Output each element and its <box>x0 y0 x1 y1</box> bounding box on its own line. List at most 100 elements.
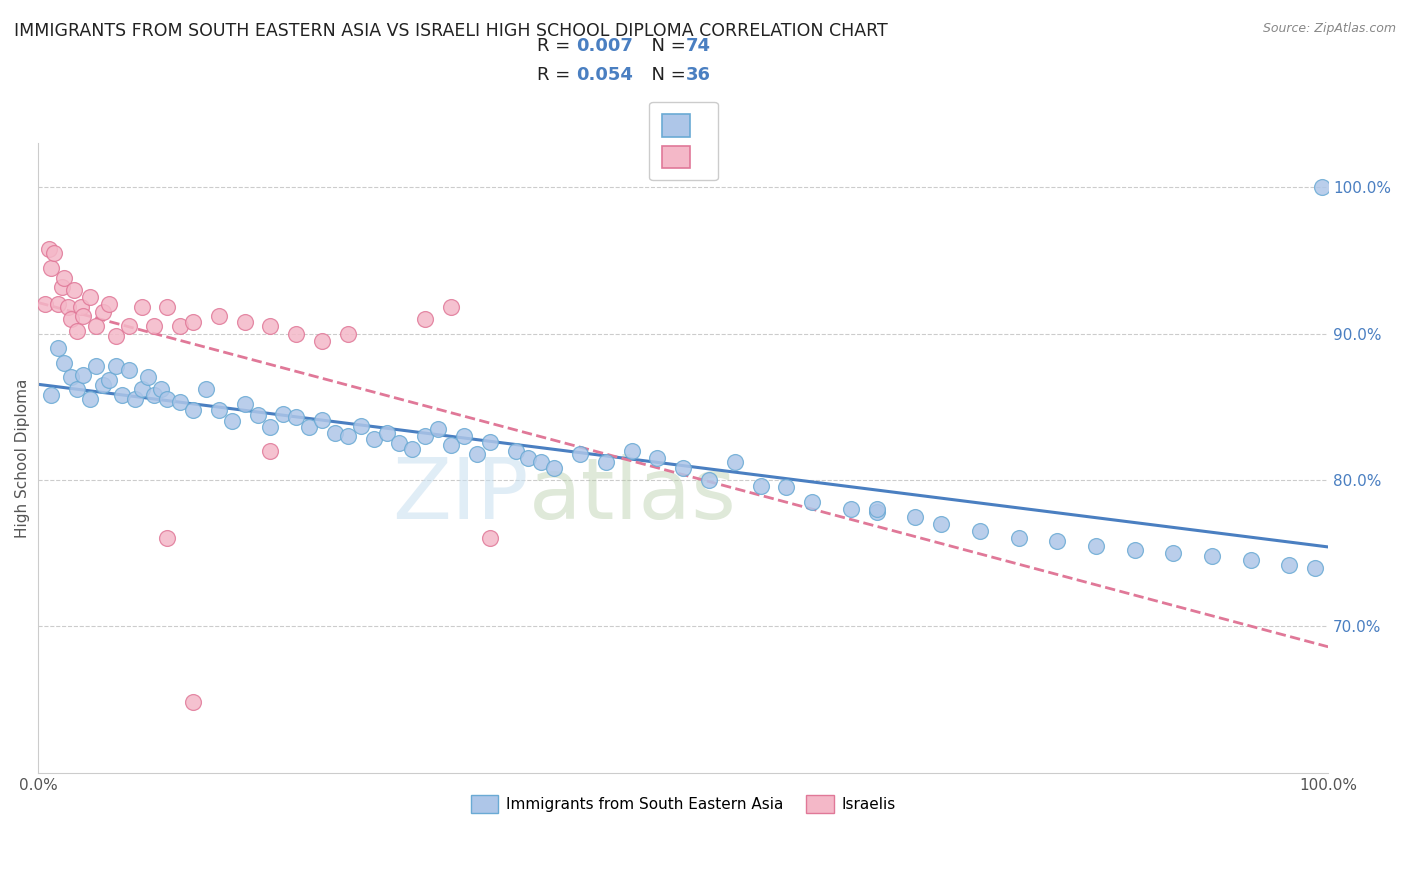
Point <box>363 432 385 446</box>
Point <box>839 502 862 516</box>
Point <box>259 443 281 458</box>
Point <box>98 297 121 311</box>
Point <box>375 426 398 441</box>
Point <box>79 290 101 304</box>
Point <box>647 450 669 465</box>
Point <box>413 311 436 326</box>
Point <box>111 388 134 402</box>
Point <box>904 509 927 524</box>
Point <box>46 297 69 311</box>
Y-axis label: High School Diploma: High School Diploma <box>15 378 30 538</box>
Point <box>70 300 93 314</box>
Point <box>323 426 346 441</box>
Point <box>749 479 772 493</box>
Point <box>298 420 321 434</box>
Text: R =: R = <box>537 66 576 84</box>
Point <box>124 392 146 407</box>
Point <box>53 271 76 285</box>
Point <box>208 402 231 417</box>
Point <box>195 382 218 396</box>
Point <box>1303 561 1326 575</box>
Point <box>427 422 450 436</box>
Point <box>56 300 79 314</box>
Point <box>233 397 256 411</box>
Point <box>42 246 65 260</box>
Point <box>530 455 553 469</box>
Point <box>465 446 488 460</box>
Point <box>543 461 565 475</box>
Point <box>285 409 308 424</box>
Point <box>453 429 475 443</box>
Point <box>104 359 127 373</box>
Point <box>63 283 86 297</box>
Point <box>208 309 231 323</box>
Point <box>131 382 153 396</box>
Point <box>866 502 889 516</box>
Point <box>143 319 166 334</box>
Point <box>117 319 139 334</box>
Point <box>181 696 204 710</box>
Point <box>86 359 108 373</box>
Point <box>505 443 527 458</box>
Point <box>259 420 281 434</box>
Point <box>156 392 179 407</box>
Point <box>1046 534 1069 549</box>
Point <box>1123 543 1146 558</box>
Point <box>350 418 373 433</box>
Point <box>1084 539 1107 553</box>
Point <box>866 505 889 519</box>
Text: 0.007: 0.007 <box>576 37 633 54</box>
Point <box>595 455 617 469</box>
Point <box>672 461 695 475</box>
Text: IMMIGRANTS FROM SOUTH EASTERN ASIA VS ISRAELI HIGH SCHOOL DIPLOMA CORRELATION CH: IMMIGRANTS FROM SOUTH EASTERN ASIA VS IS… <box>14 22 887 40</box>
Point <box>46 341 69 355</box>
Point <box>569 446 592 460</box>
Text: atlas: atlas <box>529 454 737 537</box>
Point <box>169 395 191 409</box>
Point <box>388 436 411 450</box>
Point <box>149 382 172 396</box>
Point <box>1240 553 1263 567</box>
Point <box>517 450 540 465</box>
Point <box>98 373 121 387</box>
Point <box>478 434 501 449</box>
Point <box>273 407 295 421</box>
Point <box>143 388 166 402</box>
Point <box>1007 532 1029 546</box>
Point <box>91 304 114 318</box>
Point <box>53 356 76 370</box>
Point <box>221 414 243 428</box>
Point <box>1163 546 1185 560</box>
Point <box>311 334 333 348</box>
Point <box>156 532 179 546</box>
Point <box>440 438 463 452</box>
Point <box>336 429 359 443</box>
Point <box>1310 180 1333 194</box>
Point <box>66 382 89 396</box>
Point <box>117 363 139 377</box>
Point <box>697 473 720 487</box>
Point <box>801 495 824 509</box>
Point <box>233 315 256 329</box>
Legend: Immigrants from South Eastern Asia, Israelis: Immigrants from South Eastern Asia, Isra… <box>465 789 901 819</box>
Point <box>259 319 281 334</box>
Point <box>51 279 73 293</box>
Text: 74: 74 <box>686 37 711 54</box>
Point <box>34 297 56 311</box>
Point <box>620 443 643 458</box>
Point <box>38 242 60 256</box>
Point <box>59 311 82 326</box>
Point <box>181 315 204 329</box>
Point <box>285 326 308 341</box>
Point <box>91 377 114 392</box>
Point <box>969 524 991 538</box>
Point <box>104 329 127 343</box>
Point <box>86 319 108 334</box>
Point <box>336 326 359 341</box>
Point <box>131 300 153 314</box>
Text: R =: R = <box>537 37 576 54</box>
Point <box>66 324 89 338</box>
Point <box>39 260 62 275</box>
Point <box>929 516 952 531</box>
Point <box>401 442 423 457</box>
